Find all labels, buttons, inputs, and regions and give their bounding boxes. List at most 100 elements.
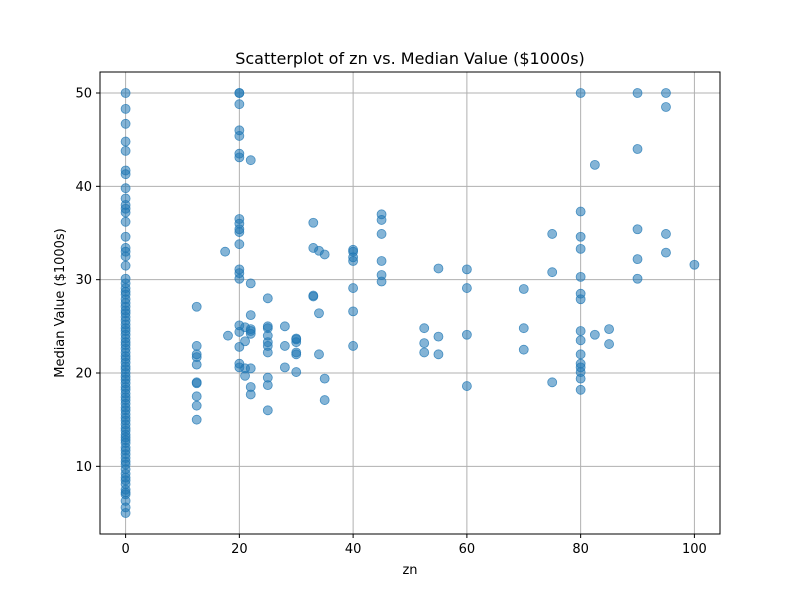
data-point bbox=[120, 118, 131, 129]
data-point bbox=[262, 321, 273, 332]
x-tick-label: 40 bbox=[345, 542, 362, 557]
data-point bbox=[547, 267, 558, 278]
data-point bbox=[575, 358, 586, 369]
data-point bbox=[632, 88, 643, 98]
data-point bbox=[632, 273, 643, 284]
data-point bbox=[589, 159, 600, 170]
data-point bbox=[291, 347, 302, 358]
data-point bbox=[575, 384, 586, 395]
data-point bbox=[319, 249, 330, 260]
data-point bbox=[120, 136, 131, 147]
data-point bbox=[376, 270, 387, 280]
data-point bbox=[589, 329, 600, 340]
data-point bbox=[191, 349, 202, 360]
data-point bbox=[433, 331, 444, 342]
data-point bbox=[348, 341, 359, 351]
data-point bbox=[245, 382, 256, 392]
data-point bbox=[291, 333, 302, 344]
x-tick-label: 100 bbox=[682, 542, 707, 557]
data-point bbox=[234, 88, 245, 98]
data-point bbox=[461, 381, 472, 391]
data-point bbox=[234, 148, 245, 159]
data-point bbox=[575, 349, 586, 360]
data-point bbox=[120, 145, 131, 156]
data-point bbox=[120, 103, 131, 114]
data-point bbox=[308, 217, 319, 228]
data-point bbox=[661, 247, 671, 258]
data-point bbox=[319, 373, 330, 384]
data-point bbox=[661, 102, 671, 112]
data-point bbox=[120, 231, 131, 242]
data-point bbox=[120, 216, 131, 227]
data-point bbox=[191, 341, 202, 351]
data-point bbox=[234, 125, 245, 136]
data-point bbox=[234, 214, 245, 224]
data-point bbox=[191, 414, 202, 425]
data-point bbox=[234, 239, 245, 250]
data-point bbox=[461, 329, 472, 340]
data-point bbox=[319, 395, 330, 405]
data-point bbox=[245, 278, 256, 289]
data-point bbox=[262, 372, 273, 383]
data-point bbox=[191, 400, 202, 411]
data-point bbox=[291, 367, 302, 377]
data-point bbox=[220, 246, 231, 257]
data-point bbox=[461, 283, 472, 293]
data-point bbox=[433, 349, 444, 360]
data-point bbox=[632, 144, 643, 154]
data-point bbox=[575, 243, 586, 254]
data-point bbox=[191, 377, 202, 388]
data-points bbox=[120, 88, 700, 518]
data-point bbox=[575, 206, 586, 217]
data-point bbox=[575, 88, 586, 98]
x-axis-label: zn bbox=[402, 563, 417, 578]
data-point bbox=[120, 165, 131, 176]
data-point bbox=[279, 341, 290, 351]
data-point bbox=[191, 301, 202, 312]
data-point bbox=[120, 88, 131, 98]
data-point bbox=[575, 326, 586, 336]
data-point bbox=[240, 336, 250, 347]
data-point bbox=[120, 273, 131, 284]
data-point bbox=[547, 229, 558, 239]
data-point bbox=[262, 405, 273, 416]
x-tick-label: 60 bbox=[459, 542, 476, 557]
y-tick-label: 40 bbox=[75, 180, 92, 195]
data-point bbox=[120, 243, 131, 253]
data-point bbox=[234, 264, 245, 275]
data-point bbox=[419, 338, 430, 349]
y-axis-label: Median Value ($1000s) bbox=[53, 228, 68, 378]
x-tick-label: 80 bbox=[572, 542, 589, 557]
data-point bbox=[245, 324, 256, 335]
data-point bbox=[575, 288, 586, 299]
data-point bbox=[191, 391, 202, 402]
x-tick-label: 0 bbox=[121, 542, 129, 557]
axis-ticks: 0 20 40 60 80 100 10 20 30 40 50 bbox=[75, 87, 706, 558]
data-point bbox=[120, 193, 131, 204]
chart-title: Scatterplot of zn vs. Median Value ($100… bbox=[235, 49, 585, 68]
data-point bbox=[433, 263, 444, 274]
data-point bbox=[279, 321, 290, 332]
data-point bbox=[234, 99, 245, 110]
data-point bbox=[461, 264, 472, 275]
data-point bbox=[689, 259, 700, 270]
y-tick-label: 30 bbox=[75, 273, 92, 288]
data-point bbox=[376, 256, 387, 266]
data-point bbox=[604, 339, 614, 349]
data-point bbox=[376, 209, 387, 220]
data-point bbox=[262, 293, 273, 304]
y-tick-label: 20 bbox=[75, 367, 92, 382]
data-point bbox=[575, 231, 586, 242]
plot-frame bbox=[99, 71, 721, 535]
data-point bbox=[575, 271, 586, 282]
data-point bbox=[279, 362, 290, 373]
data-point bbox=[314, 349, 324, 360]
data-point bbox=[518, 323, 529, 334]
data-point bbox=[376, 229, 387, 239]
x-tick-label: 20 bbox=[231, 542, 248, 557]
data-point bbox=[314, 308, 324, 319]
data-point bbox=[245, 310, 256, 321]
data-point bbox=[632, 224, 643, 235]
